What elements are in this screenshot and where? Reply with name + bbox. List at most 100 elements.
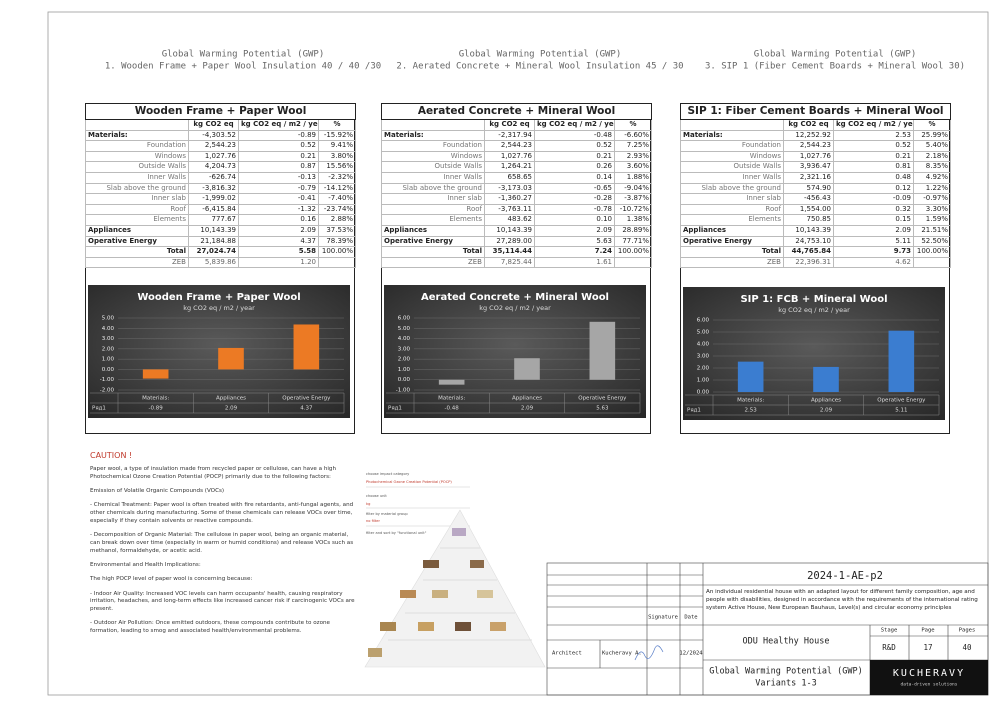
table-cell: Operative Energy: [85, 235, 189, 248]
table-cell: -2,317.94: [484, 129, 535, 142]
table-cell: -3,816.32: [188, 182, 239, 195]
table-row: Roof -6,415.84 -1.32 -23.74%: [85, 203, 357, 216]
sheet-title: Variants 1-3: [755, 679, 816, 689]
caution-paragraph: - Decomposition of Organic Material: The…: [90, 532, 354, 554]
table-cell: 2.09: [534, 224, 615, 237]
table-cell: 5.63: [534, 235, 615, 248]
legend-label: Ряд1: [687, 408, 701, 414]
table-cell: -2.32%: [317, 171, 357, 184]
data-label: 5.11: [895, 408, 907, 414]
tagline: data-driven solutions: [901, 682, 958, 688]
table-cell: 77.71%: [613, 235, 653, 248]
table-cell: 10,143.39: [188, 224, 239, 237]
filter-value: Photochemical Ozone Creation Potential (…: [366, 480, 452, 484]
table-cell: 2.93%: [613, 150, 653, 163]
table-cell: Foundation: [381, 140, 485, 152]
title-row: Aerated Concrete + Mineral Wool: [380, 103, 653, 120]
table-cell: 44,765.84: [783, 246, 834, 258]
table-row: Materials: -4,303.52 -0.89 -15.92%: [85, 129, 357, 142]
table-cell: ZEB: [85, 256, 189, 269]
data-label: 4.37: [300, 406, 313, 412]
table-cell: -3.87%: [613, 193, 653, 205]
table-cell: 2.09: [833, 224, 914, 237]
table-row: Slab above the ground -3,816.32 -0.79 -14.1…: [85, 182, 357, 195]
table-cell: Slab above the ground: [680, 182, 784, 195]
header-row: kg CO2 eq kg CO2 eq / m2 / year%: [381, 119, 653, 131]
table-cell: 2.09: [238, 224, 319, 237]
table-cell: Materials:: [85, 129, 189, 142]
table-cell: Elements: [85, 214, 189, 226]
table-cell: Operative Energy: [680, 235, 784, 248]
table-cell: 7.25%: [613, 140, 653, 152]
table-cell: Elements: [680, 214, 784, 226]
table-cell: 4.37: [238, 235, 319, 248]
table-row: ZEB 7,825.44 1.61: [381, 256, 653, 269]
table-row: Appliances 10,143.39 2.09 28.89%: [381, 224, 653, 237]
column-header: Stage: [881, 628, 898, 634]
table-cell: 10,143.39: [484, 224, 535, 237]
table-row: Inner slab -456.43 -0.09 -0.97%: [680, 193, 952, 205]
table-row: Inner Walls -626.74 -0.13 -2.32%: [85, 171, 357, 184]
table-cell: 5.58: [238, 246, 319, 258]
table-cell: [912, 256, 952, 269]
y-tick-label: 0.00: [398, 377, 411, 383]
x-category-label: Materials:: [142, 396, 169, 402]
bar: [813, 366, 839, 392]
y-tick-label: 3.00: [102, 336, 115, 342]
table-row: Outside Walls 3,936.47 0.81 8.35%: [680, 161, 952, 173]
material-icon: [490, 622, 506, 631]
heading: Global Warming Potential (GWP): [459, 50, 622, 60]
table-cell: Inner slab: [680, 193, 784, 205]
y-tick-label: 1.00: [398, 367, 411, 373]
table-cell: 2,544.23: [783, 140, 834, 152]
sheet-border: [47, 11, 989, 696]
table-cell: Foundation: [680, 140, 784, 152]
table-cell: 15.56%: [317, 161, 357, 173]
table-cell: 2.88%: [317, 214, 357, 226]
table-cell: 0.32: [833, 203, 914, 216]
table-cell: Elements: [381, 214, 485, 226]
bar: [589, 321, 616, 380]
table-cell: Foundation: [85, 140, 189, 152]
table-cell: -0.41: [238, 193, 319, 205]
table-cell: 37.53%: [317, 224, 357, 237]
data-table: Aerated Concrete + Mineral Wool kg CO2 eq…: [380, 103, 653, 269]
table-cell: Outside Walls: [85, 161, 189, 173]
caution-title: CAUTION !: [90, 451, 133, 460]
table-row: ZEB 5,839.86 1.20: [85, 256, 357, 269]
table-row: Inner slab -1,999.02 -0.41 -7.40%: [85, 193, 357, 205]
table-cell: Total: [381, 246, 485, 258]
table-cell: Roof: [381, 203, 485, 216]
table-cell: -1,999.02: [188, 193, 239, 205]
pyramid-figure: choose impact category Photochemical Ozo…: [364, 472, 546, 668]
x-category-label: Appliances: [512, 396, 542, 402]
column-header: kg CO2 eq / m2 / year: [238, 119, 319, 131]
table-cell: 21.51%: [912, 224, 952, 237]
y-tick-label: 3.00: [398, 346, 411, 352]
table-cell: 0.52: [238, 140, 319, 152]
table-cell: 1,027.76: [188, 150, 239, 163]
y-tick-label: 5.00: [398, 326, 411, 332]
page-count: 40: [962, 643, 972, 652]
material-icon: [470, 560, 484, 568]
table-cell: -1,360.27: [484, 193, 535, 205]
title-block-text: 2024-1-AE-p2 Signature Date Architect Ku…: [552, 570, 975, 689]
table-row: Total 44,765.84 9.73 100.00%: [680, 246, 952, 258]
table-cell: -0.13: [238, 171, 319, 184]
table-cell: 8.35%: [912, 161, 952, 173]
table-cell: -0.28: [534, 193, 615, 205]
table-cell: 0.81: [833, 161, 914, 173]
table-cell: [381, 119, 485, 131]
column-header: %: [613, 119, 653, 131]
x-category-label: Operative Energy: [578, 396, 627, 402]
y-tick-label: 4.00: [398, 336, 411, 342]
table-title: Wooden Frame + Paper Wool: [84, 103, 357, 120]
table-cell: -0.79: [238, 182, 319, 195]
table-cell: 1,264.21: [484, 161, 535, 173]
chart-subtitle: kg CO2 eq / m2 / year: [183, 304, 255, 312]
table-row: Elements 777.67 0.16 2.88%: [85, 214, 357, 226]
table-cell: 1.38%: [613, 214, 653, 226]
